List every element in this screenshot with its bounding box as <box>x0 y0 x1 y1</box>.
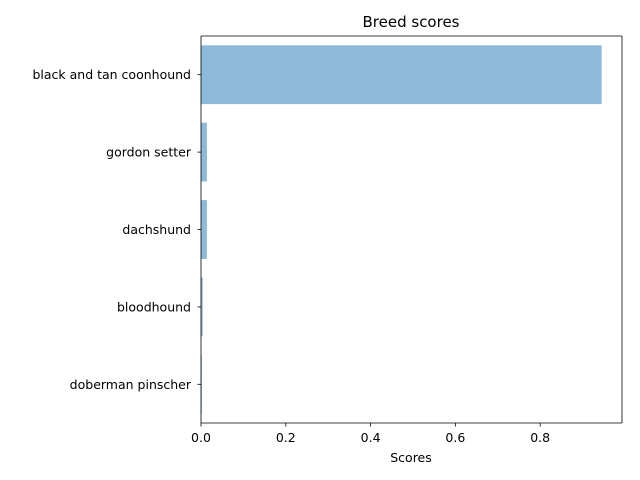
x-tick-label: 0.6 <box>445 430 465 445</box>
bar-2 <box>201 200 207 259</box>
y-tick-label: black and tan coonhound <box>32 67 191 82</box>
x-tick-label: 0.8 <box>530 430 550 445</box>
y-tick-label: doberman pinscher <box>70 377 192 392</box>
x-tick-label: 0.2 <box>276 430 296 445</box>
y-tick-label: gordon setter <box>106 145 192 160</box>
y-axis-ticks: black and tan coonhound gordon setter dach… <box>32 67 201 392</box>
bars-group <box>201 45 602 414</box>
y-tick-label: dachshund <box>122 222 191 237</box>
x-tick-label: 0.4 <box>361 430 381 445</box>
bar-1 <box>201 122 207 182</box>
y-tick-label: bloodhound <box>117 299 191 314</box>
axes-spines <box>200 35 623 424</box>
x-axis-label: Scores <box>390 450 432 465</box>
bar-3 <box>201 277 203 337</box>
x-tick-label: 0.0 <box>191 430 211 445</box>
x-axis-ticks: 0.0 0.2 0.4 0.6 0.8 <box>191 423 550 445</box>
bar-0 <box>201 45 602 105</box>
chart-title: Breed scores <box>363 13 460 31</box>
